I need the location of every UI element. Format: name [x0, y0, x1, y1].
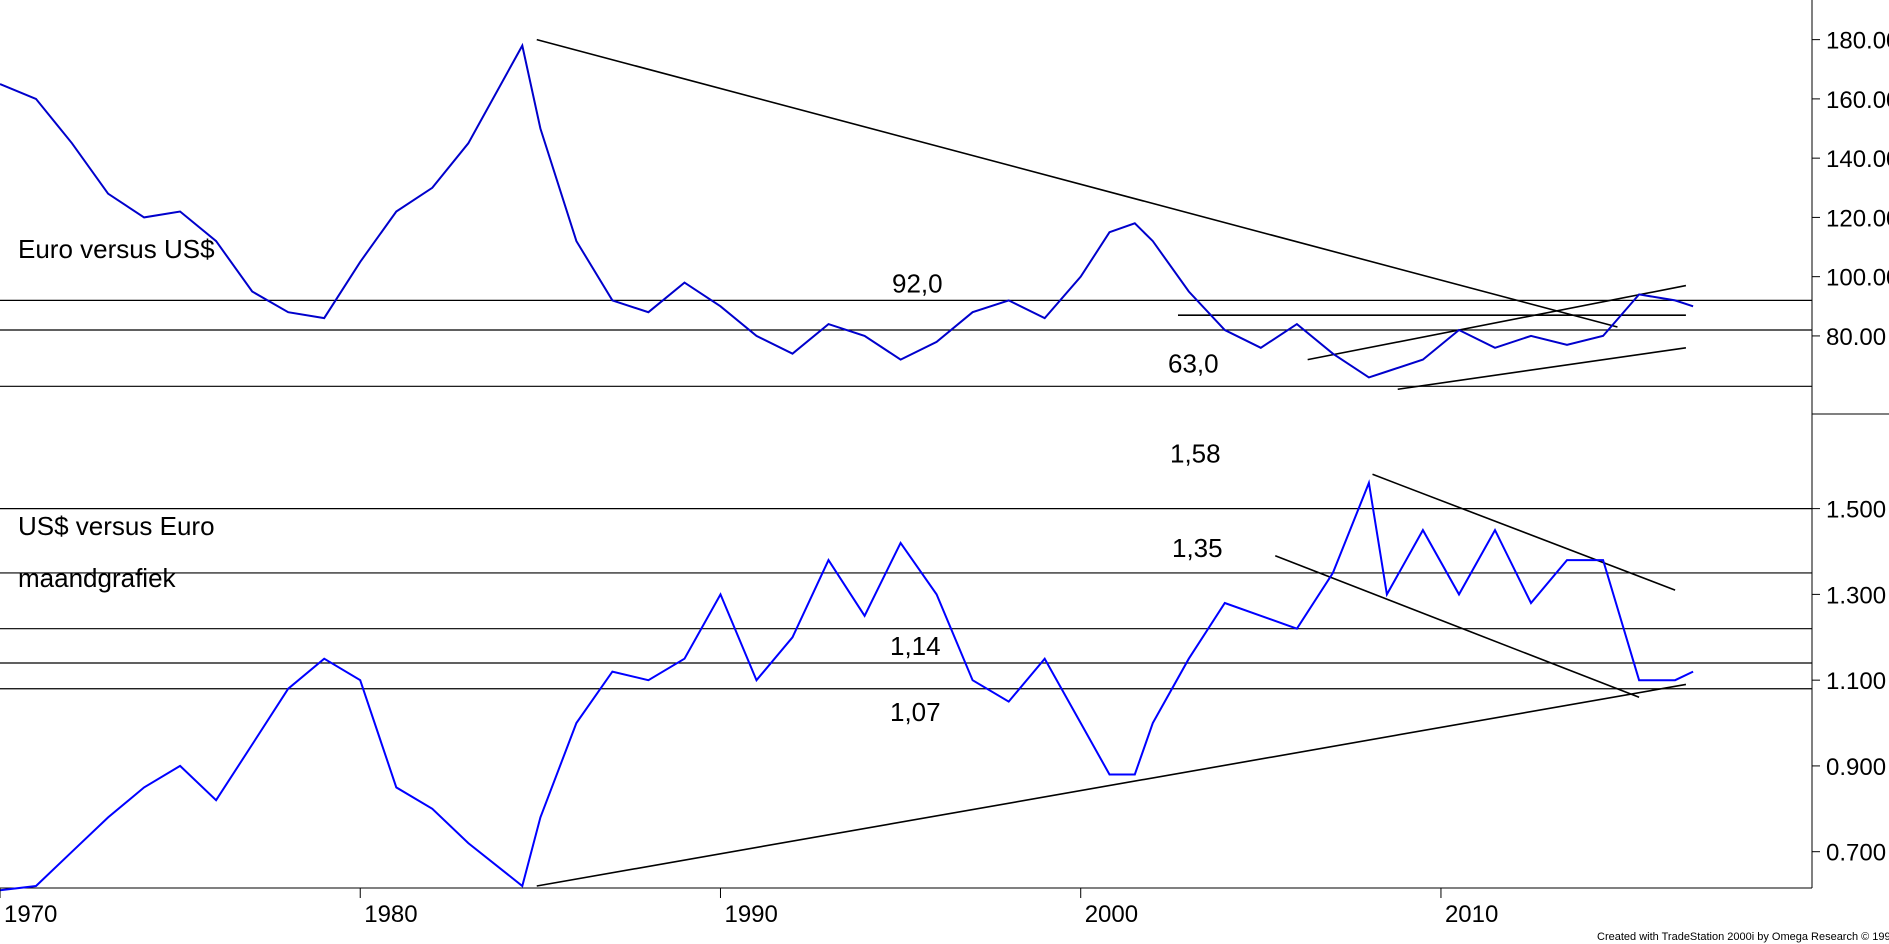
x-tick-label: 1970 [4, 901, 57, 928]
y-tick-label: 120.00 [1826, 205, 1889, 232]
y-tick-label: 140.00 [1826, 146, 1889, 173]
y-tick-label: 0.700 [1826, 840, 1886, 867]
bottom-y-axis-ticks: 1.500 1.300 1.100 0.900 0.700 [1812, 497, 1886, 867]
annotation-label: 92,0 [892, 268, 943, 298]
annotation-label: 1,35 [1172, 533, 1223, 563]
y-tick-label: 160.00 [1826, 87, 1889, 114]
annotation-label: 63,0 [1168, 348, 1219, 378]
trendline-top-0 [536, 38, 1618, 328]
y-tick-label: 1.300 [1826, 582, 1886, 609]
trendline-bottom-1 [1274, 555, 1640, 699]
annotation-label: 1,14 [890, 631, 941, 661]
top-series [0, 42, 1694, 379]
trendline-top-2 [1307, 284, 1687, 361]
credit-text: Created with TradeStation 2000i by Omega… [1597, 931, 1889, 943]
top-panel-title: Euro versus US$ [18, 234, 215, 264]
trendline-bottom-0 [536, 683, 1687, 887]
x-tick-label: 2000 [1085, 901, 1138, 928]
bottom-panel-subtitle: maandgrafiek [18, 563, 177, 593]
annotation-label: 1,07 [890, 697, 941, 727]
y-tick-label: 1.500 [1826, 497, 1886, 524]
bottom-series [0, 479, 1694, 892]
y-tick-label: 180.00 [1826, 28, 1889, 55]
y-tick-label: 0.900 [1826, 754, 1886, 781]
top-y-axis-ticks: 180.00 160.00 140.00 120.00 100.00 80.00 [1812, 28, 1889, 351]
usd-euro-series-line [0, 479, 1694, 892]
bottom-horizontal-lines [0, 508, 1812, 690]
bottom-panel-title: US$ versus Euro [18, 511, 215, 541]
y-tick-label: 1.100 [1826, 668, 1886, 695]
x-tick-label: 2010 [1445, 901, 1498, 928]
x-axis-ticks: 1970 1980 1990 2000 2010 [0, 888, 1498, 928]
y-tick-label: 80.00 [1826, 324, 1886, 351]
x-tick-label: 1990 [724, 901, 777, 928]
annotation-label: 1,58 [1170, 438, 1221, 468]
trendline-top-3 [1397, 346, 1687, 391]
trendline-bottom-2 [1372, 473, 1676, 591]
y-tick-label: 100.00 [1826, 265, 1889, 292]
annotations: 92,0 63,0 1,58 1,35 1,14 1,07 [890, 268, 1223, 727]
top-horizontal-lines [0, 299, 1812, 387]
x-tick-label: 1980 [364, 901, 417, 928]
trendlines [536, 38, 1687, 887]
euro-usd-series-line [0, 42, 1694, 379]
